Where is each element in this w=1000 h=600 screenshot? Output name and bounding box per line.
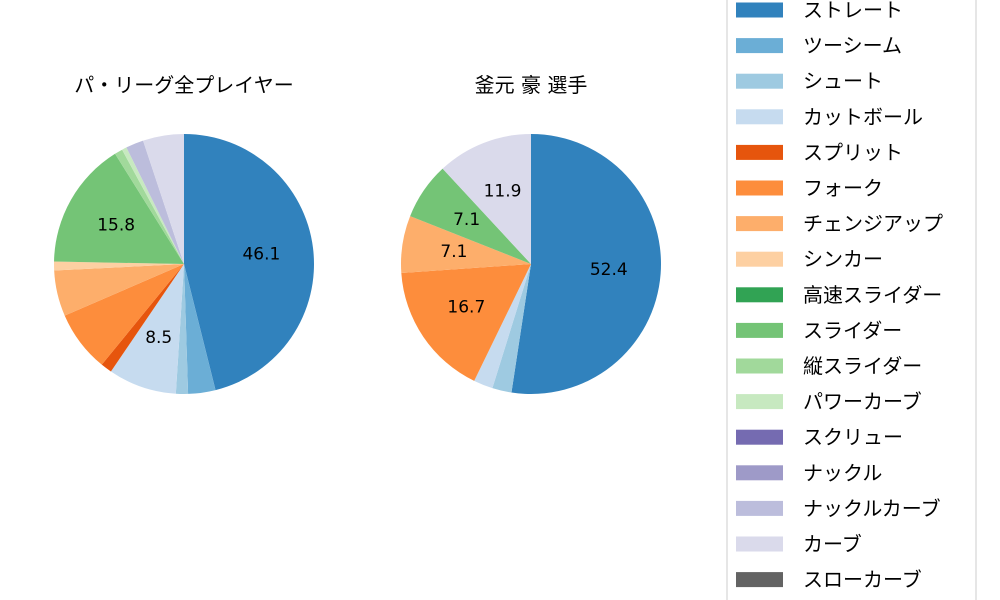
legend-label-9: スライダー: [803, 318, 902, 342]
pie-chart-player: 52.416.77.17.111.9: [401, 134, 662, 394]
legend-label-3: カットボール: [803, 105, 923, 129]
pie-slice-league-9: [115, 149, 184, 264]
legend-swatch-1: [736, 38, 783, 54]
legend-label-13: ナックル: [803, 461, 882, 485]
pie-slice-player-2: [474, 264, 531, 389]
legend-label-6: チェンジアップ: [803, 212, 943, 236]
legend-label-0: ストレート: [803, 0, 903, 22]
legend-label-16: スローカーブ: [803, 568, 922, 592]
pie-label-player-3: 16.7: [447, 298, 485, 318]
pie-label-league-3: 8.5: [145, 328, 172, 348]
legend-label-7: シンカー: [803, 247, 883, 271]
legend-swatch-7: [736, 251, 783, 267]
pie-slice-league-10: [122, 147, 184, 264]
pie-slice-player-3: [401, 264, 531, 381]
pie-label-player-0: 52.4: [590, 260, 628, 280]
legend-swatch-10: [736, 358, 783, 374]
legend-swatch-15: [736, 536, 783, 552]
legend-swatch-0: [736, 2, 783, 18]
pie-slice-league-0: [184, 134, 314, 391]
legend-swatch-2: [736, 73, 783, 89]
pie-slice-league-11: [126, 140, 184, 264]
legend-label-8: 高速スライダー: [803, 283, 942, 307]
legend-frame: [726, 0, 977, 600]
pie-slice-league-1: [184, 264, 216, 394]
pie-slice-league-3: [110, 264, 184, 394]
legend-swatch-9: [736, 322, 783, 338]
pie-slice-league-6: [54, 264, 184, 316]
pie-label-player-6: 11.9: [484, 181, 522, 201]
pie-label-player-5: 7.1: [453, 210, 480, 230]
legend-swatch-13: [736, 465, 783, 481]
pie-label-league-8: 15.8: [97, 216, 135, 236]
pie-title-league: パ・リーグ全プレイヤー: [74, 73, 293, 97]
pie-slice-league-2: [175, 264, 189, 394]
pie-slice-league-12: [143, 134, 184, 264]
pie-title-player: 釜元 豪 選手: [475, 73, 588, 97]
pie-slice-player-1: [492, 264, 531, 393]
legend-swatch-6: [736, 216, 783, 232]
legend-label-2: シュート: [803, 69, 883, 93]
legend: ストレートツーシームシュートカットボールスプリットフォークチェンジアップシンカー…: [726, 0, 977, 600]
legend-swatch-4: [736, 144, 783, 160]
legend-label-11: パワーカーブ: [803, 390, 922, 414]
legend-swatch-8: [736, 287, 783, 303]
pie-slice-league-5: [64, 264, 184, 365]
pie-label-player-4: 7.1: [440, 242, 467, 262]
legend-label-5: フォーク: [803, 176, 883, 200]
legend-swatch-11: [736, 394, 783, 410]
pie-slice-league-8: [54, 153, 184, 264]
pie-chart-league: 46.1 8.5 15.8: [53, 134, 314, 394]
pie-slice-league-7: [53, 261, 184, 271]
legend-swatch-12: [736, 429, 783, 445]
legend-label-10: 縦スライダー: [803, 354, 922, 378]
pie-label-league-0: 46.1: [242, 244, 280, 264]
legend-swatch-3: [736, 109, 783, 125]
legend-swatch-5: [736, 180, 783, 196]
pie-slice-player-4: [401, 216, 531, 273]
legend-label-15: カーブ: [803, 532, 862, 556]
legend-swatch-16: [736, 572, 783, 588]
legend-label-14: ナックルカーブ: [803, 496, 941, 520]
legend-label-12: スクリュー: [803, 425, 903, 449]
pie-slice-league-4: [101, 264, 184, 372]
legend-label-4: スプリット: [803, 140, 903, 164]
legend-swatch-14: [736, 500, 783, 516]
pie-slice-player-0: [511, 134, 662, 394]
pie-slice-player-5: [410, 168, 531, 264]
legend-label-1: ツーシーム: [803, 34, 902, 58]
pie-slice-player-6: [442, 134, 531, 264]
